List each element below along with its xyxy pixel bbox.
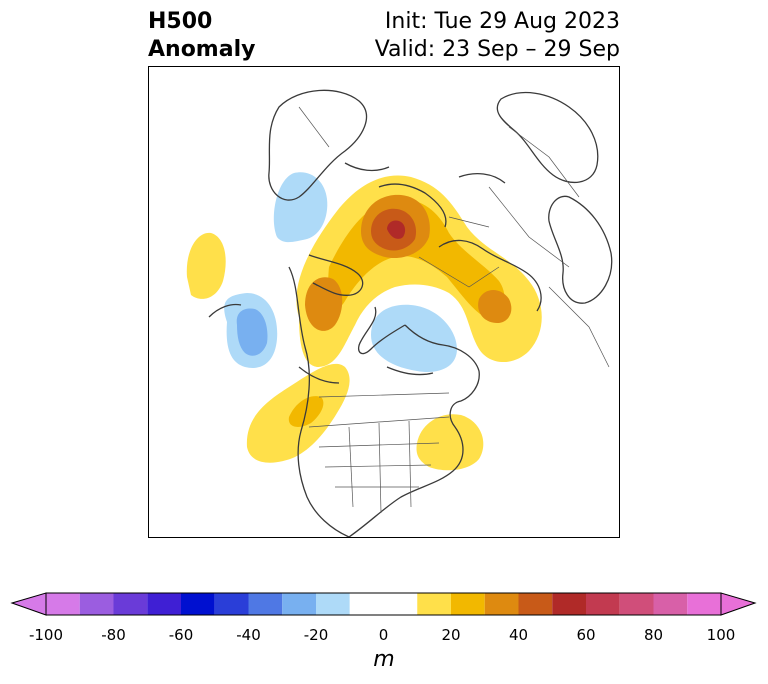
positive-anomaly-pole-core [387,220,406,239]
colorbar-segment [687,593,721,615]
colorbar-tick-label: 20 [441,626,461,644]
positive-anomaly-eastcoast [416,414,484,471]
anomaly-shading [186,172,542,471]
colorbar-tick-label: 80 [643,626,664,644]
colorbar-tick-label: 60 [576,626,596,644]
colorbar-segment [552,593,586,615]
colorbar [10,592,757,616]
colorbar-tick-label: 100 [706,626,736,644]
colorbar-tick-label: -60 [168,626,194,644]
colorbar-segment [586,593,620,615]
negative-anomaly-pacific-core [236,308,268,356]
anomaly-map [148,66,620,538]
political-borders [298,106,610,514]
title-field: Anomaly [148,37,256,62]
colorbar-tick-label: -20 [303,626,329,644]
colorbar-segment [147,593,181,615]
colorbar-tick-label: 40 [508,626,529,644]
negative-anomaly-siberia [371,304,457,373]
title-variable: H500 [148,9,213,34]
colorbar-segment [214,593,249,615]
colorbar-segment [181,593,215,615]
chart-title-left: H500 Anomaly [148,8,255,64]
colorbar-segments [46,593,721,615]
init-date-label: Init: Tue 29 Aug 2023 [384,9,620,34]
positive-anomaly-atlantic [186,232,226,299]
colorbar-extend-over [720,592,757,616]
positive-anomaly-west-mid [305,277,343,331]
colorbar-segment [484,593,519,615]
valid-range-label: Valid: 23 Sep – 29 Sep [374,37,620,62]
colorbar-tick-label: 0 [378,626,389,644]
colorbar-segment [349,593,418,615]
negative-anomaly-hudson-bay [273,172,328,243]
colorbar-segment [316,593,350,615]
colorbar-segment [46,593,80,615]
colorbar-segment [282,593,316,615]
chart-title-right: Init: Tue 29 Aug 2023 Valid: 23 Sep – 29… [375,8,620,64]
colorbar-frame [45,592,722,616]
map-canvas [186,89,613,537]
colorbar-segment [417,593,451,615]
positive-anomaly-east-mid [478,290,512,323]
colorbar-extend-under [10,592,47,616]
colorbar-segment [653,593,688,615]
colorbar-segment [451,593,485,615]
colorbar-segment [79,593,114,615]
colorbar-tick-label: -40 [236,626,261,644]
colorbar-segment [113,593,148,615]
coastlines [208,89,613,537]
colorbar-unit-label: m [373,647,395,672]
colorbar-segment [518,593,553,615]
colorbar-tick-label: -100 [28,626,64,644]
colorbar-tick-label: -80 [101,626,126,644]
colorbar-segment [619,593,654,615]
colorbar-segment [248,593,283,615]
